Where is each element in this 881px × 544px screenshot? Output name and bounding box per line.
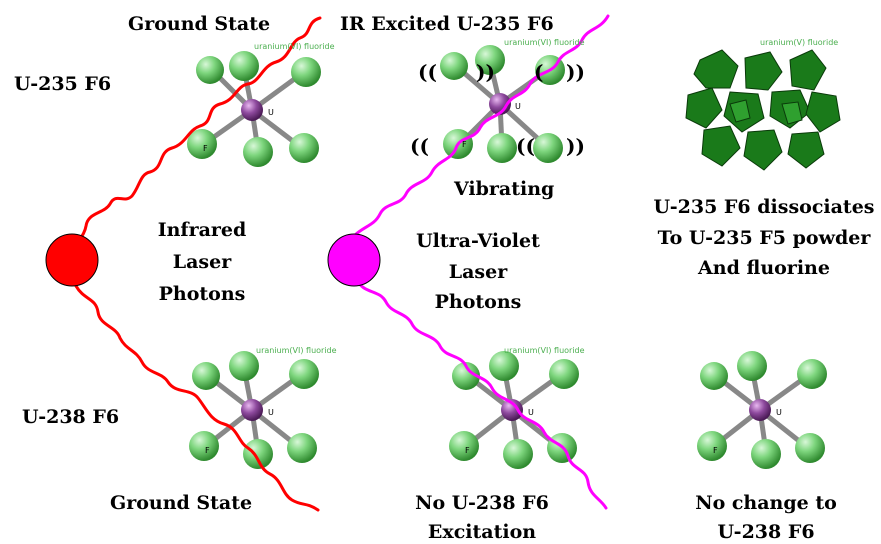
infrared-label-3: Photons bbox=[158, 283, 246, 305]
atom-letter-u: U bbox=[776, 408, 782, 417]
ground-state-bottom-label: Ground State bbox=[110, 492, 253, 514]
no-change-label-1: No change to bbox=[695, 492, 837, 514]
atom-letter-u: U bbox=[528, 408, 534, 417]
dissociates-label-2: To U-235 F5 powder bbox=[657, 227, 871, 249]
ultraviolet-label-3: Photons bbox=[434, 291, 522, 313]
u238-f6-unexcited-molecule bbox=[449, 351, 579, 469]
no-excitation-label-2: Excitation bbox=[427, 521, 537, 543]
u238-f6-unchanged-molecule bbox=[697, 351, 827, 469]
infrared-label-1: Infrared bbox=[157, 219, 247, 241]
atom-letter-f: F bbox=[462, 140, 467, 149]
vibration-mark: (( bbox=[516, 134, 535, 158]
vibration-mark: (( bbox=[418, 60, 437, 84]
molecule-caption: uranium(VI) fluoride bbox=[256, 346, 337, 355]
ir-photon-path-top bbox=[70, 16, 322, 260]
ir-excited-label: IR Excited U-235 F6 bbox=[340, 13, 554, 35]
ir-laser-source bbox=[45, 233, 99, 287]
uv-photon-path-bottom bbox=[356, 280, 608, 510]
molecule-caption: uranium(V) fluoride bbox=[760, 38, 839, 47]
ir-laser-photon-paths bbox=[70, 16, 322, 512]
uv-photon-path-top bbox=[352, 14, 610, 238]
u238-label: U-238 F6 bbox=[22, 406, 120, 428]
uv-laser-source bbox=[327, 233, 381, 287]
uv-laser-photon-paths bbox=[352, 14, 610, 510]
atom-letter-f: F bbox=[713, 446, 718, 455]
vibration-mark: (( bbox=[410, 134, 429, 158]
dissociates-label-1: U-235 F6 dissociates bbox=[653, 196, 875, 218]
atom-letter-u: U bbox=[268, 108, 274, 117]
atom-letter-u: U bbox=[268, 408, 274, 417]
ultraviolet-label-2: Laser bbox=[448, 261, 508, 283]
molecule-caption: uranium(VI) fluoride bbox=[504, 346, 585, 355]
u235-label: U-235 F6 bbox=[14, 73, 112, 95]
atom-letter-f: F bbox=[205, 446, 210, 455]
ground-state-top-label: Ground State bbox=[128, 13, 271, 35]
no-excitation-label-1: No U-238 F6 bbox=[415, 492, 549, 514]
molecule-caption: uranium(VI) fluoride bbox=[254, 42, 335, 51]
no-change-label-2: U-238 F6 bbox=[717, 521, 815, 543]
atom-letter-u: U bbox=[515, 102, 521, 111]
vibration-mark: ( bbox=[534, 60, 544, 84]
vibration-mark: )) bbox=[476, 60, 495, 84]
u238-f6-ground-molecule bbox=[189, 351, 319, 469]
u235-f6-ground-molecule bbox=[187, 51, 321, 167]
ultraviolet-label-1: Ultra-Violet bbox=[416, 230, 540, 252]
dissociates-label-3: And fluorine bbox=[698, 257, 830, 279]
vibrating-label: Vibrating bbox=[454, 178, 555, 200]
atom-letter-f: F bbox=[203, 144, 208, 153]
vibration-mark: )) bbox=[566, 60, 585, 84]
ir-photon-path-bottom bbox=[74, 284, 320, 512]
molecule-caption: uranium(VI) fluoride bbox=[504, 38, 585, 47]
atom-letter-f: F bbox=[465, 446, 470, 455]
vibration-mark: )) bbox=[566, 134, 585, 158]
u235-f5-polyhedra bbox=[685, 49, 841, 171]
infrared-label-2: Laser bbox=[172, 251, 232, 273]
